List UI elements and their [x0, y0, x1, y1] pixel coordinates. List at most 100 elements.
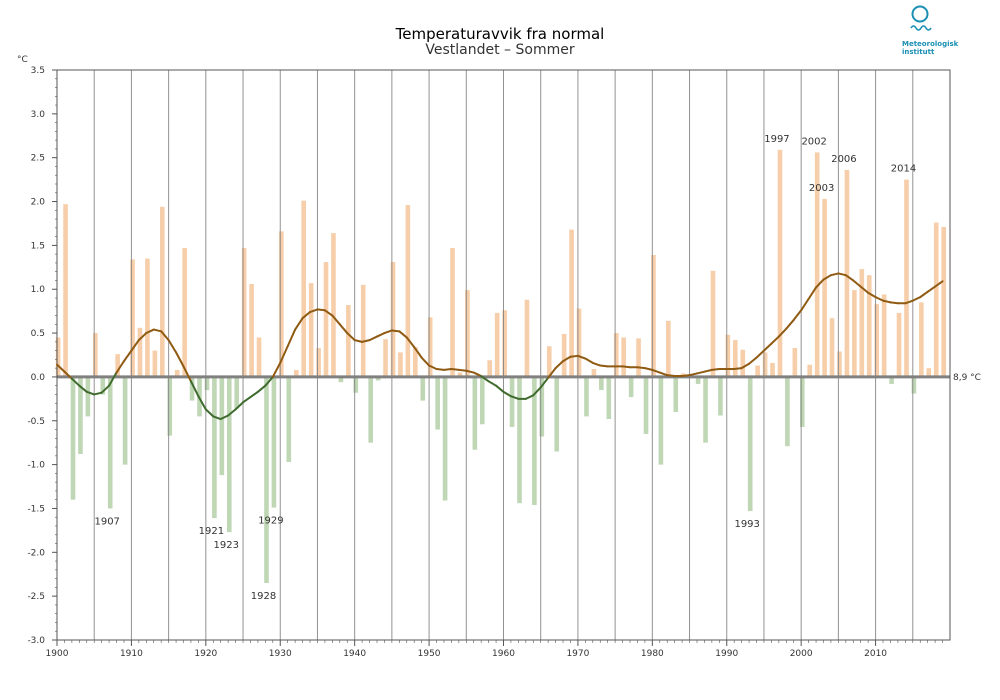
smooth-segment-2014 — [904, 299, 914, 305]
bar-1948 — [413, 347, 418, 377]
smooth-segment-1903 — [78, 384, 88, 393]
bar-1921 — [212, 376, 217, 519]
smooth-segment-2007 — [852, 279, 862, 288]
bar-1953 — [450, 248, 455, 377]
smooth-segment-2002 — [815, 278, 825, 289]
logo-circle-icon — [911, 5, 929, 23]
bar-2016 — [919, 302, 924, 377]
smooth-segment-1900 — [56, 363, 66, 373]
bar-1907 — [107, 376, 113, 509]
logo-wave-icon — [910, 25, 932, 31]
smooth-segment-1968 — [562, 355, 572, 363]
smooth-segment-1909 — [122, 349, 133, 363]
bar-1915 — [167, 376, 173, 436]
smooth-segment-1978 — [636, 366, 646, 370]
bar-2004 — [829, 318, 835, 377]
bar-1986 — [695, 376, 701, 384]
bar-2001 — [807, 364, 813, 377]
ytick-label: 2.5 — [31, 154, 45, 164]
bar-1974 — [606, 376, 612, 420]
bar-2013 — [896, 312, 902, 377]
bar-1900 — [55, 337, 61, 377]
smooth-segment-1918 — [189, 380, 200, 398]
smooth-segment-2001 — [807, 286, 818, 300]
bar-1937 — [331, 233, 336, 377]
bar-1967 — [554, 376, 560, 452]
smooth-segment-1929 — [271, 361, 282, 378]
smooth-segment-1979 — [643, 367, 654, 371]
bar-1938 — [338, 376, 344, 383]
smooth-segment-1922 — [219, 414, 230, 421]
xtick-label: 1960 — [492, 649, 515, 659]
smooth-segment-1972 — [591, 361, 602, 367]
smooth-segment-2000 — [800, 297, 810, 312]
smooth-segment-1902 — [70, 377, 81, 387]
smooth-segment-1994 — [755, 349, 765, 359]
smooth-segment-1970 — [576, 354, 587, 360]
bar-1973 — [599, 376, 604, 391]
annotation-1993: 1993 — [734, 519, 759, 530]
smooth-segment-1919 — [197, 395, 207, 411]
met-logo — [910, 5, 932, 31]
ytick-label: -0.5 — [27, 417, 45, 427]
bar-1902 — [70, 376, 76, 500]
smooth-segment-1999 — [792, 309, 803, 321]
smooth-segment-1980 — [651, 368, 661, 374]
grid-group — [57, 70, 950, 640]
bar-1971 — [584, 376, 589, 417]
bar-1912 — [145, 258, 150, 377]
bar-1993 — [747, 376, 753, 512]
annotation-2014: 2014 — [891, 164, 916, 175]
bar-1976 — [621, 337, 626, 377]
smooth-segment-1960 — [502, 390, 512, 398]
bar-1946 — [398, 352, 403, 377]
bar-1959 — [494, 312, 500, 377]
smooth-segment-1948 — [413, 346, 423, 359]
bar-2011 — [881, 294, 887, 377]
annotation-2003: 2003 — [809, 183, 834, 194]
smooth-segment-1916 — [175, 351, 185, 368]
bar-1931 — [286, 376, 292, 462]
smooth-segment-2005 — [837, 272, 847, 277]
bar-1905 — [93, 333, 98, 377]
bar-1914 — [159, 206, 165, 377]
smooth-segment-1947 — [405, 336, 416, 349]
bar-1909 — [122, 376, 128, 465]
annotation-1923: 1923 — [214, 540, 239, 551]
xtick-label: 1980 — [641, 649, 664, 659]
ytick-label: -1.0 — [27, 461, 45, 471]
smooth-segment-1959 — [495, 384, 505, 393]
xtick-label: 2010 — [864, 649, 887, 659]
smooth-segment-1946 — [398, 330, 408, 339]
smooth-segment-1993 — [748, 356, 758, 365]
smooth-segment-1992 — [740, 362, 751, 370]
bar-1936 — [323, 262, 329, 377]
bar-2006 — [844, 169, 850, 377]
bar-1992 — [740, 349, 746, 377]
bar-1996 — [770, 362, 775, 377]
smooth-segment-1917 — [182, 365, 192, 383]
smooth-segment-1905 — [93, 391, 103, 396]
smooth-line-group — [56, 272, 944, 421]
smooth-segment-1924 — [234, 401, 245, 411]
smooth-segment-1996 — [770, 335, 780, 345]
smooth-segment-1932 — [294, 317, 304, 331]
smooth-segment-1931 — [286, 328, 297, 348]
ytick-label: 1.5 — [31, 241, 45, 251]
bar-1980 — [651, 255, 656, 377]
smooth-segment-1906 — [100, 384, 111, 394]
bar-1958 — [487, 360, 493, 377]
smooth-segment-1991 — [733, 367, 743, 371]
smooth-segment-1971 — [584, 357, 594, 364]
bar-1910 — [130, 259, 135, 377]
smooth-segment-1923 — [227, 408, 237, 417]
bar-1916 — [174, 369, 180, 377]
smooth-segment-1938 — [338, 323, 349, 335]
ytick-label: 1.0 — [31, 285, 46, 295]
smooth-segment-1920 — [204, 408, 215, 418]
bar-1932 — [293, 369, 299, 377]
smooth-segment-1953 — [450, 368, 460, 371]
bar-1941 — [360, 284, 366, 377]
smooth-segment-1927 — [256, 384, 267, 393]
